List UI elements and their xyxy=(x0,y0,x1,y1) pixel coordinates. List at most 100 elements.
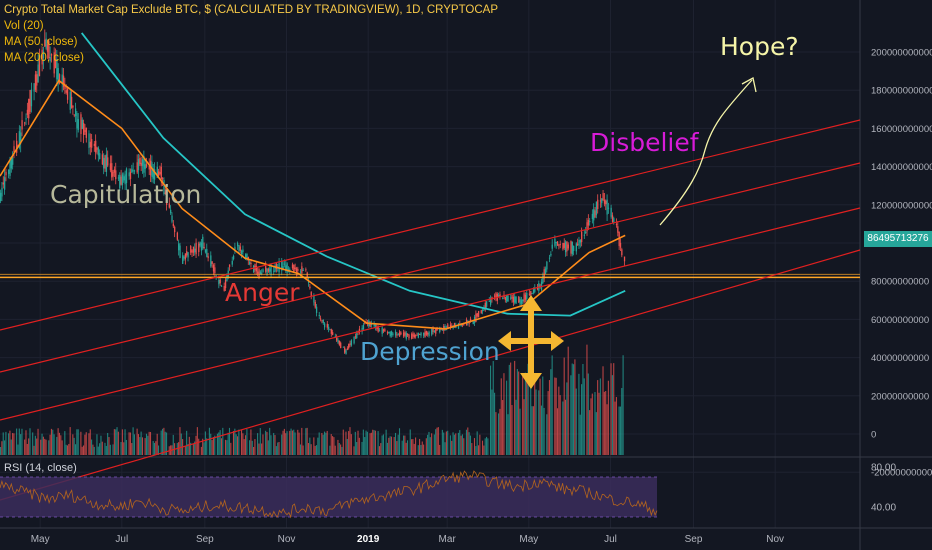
candle-body xyxy=(112,171,114,177)
volume-bar xyxy=(123,442,125,455)
candle-body xyxy=(518,296,520,303)
volume-bar xyxy=(484,438,486,455)
volume-bar xyxy=(164,431,166,455)
volume-bar xyxy=(468,432,470,455)
volume-bar xyxy=(546,414,548,455)
volume-bar xyxy=(522,373,524,455)
volume-bar xyxy=(518,371,520,455)
candle-body xyxy=(476,313,478,317)
ma200-line xyxy=(80,32,626,317)
candle-body xyxy=(198,243,200,253)
volume-bar xyxy=(538,390,540,455)
volume-bar xyxy=(436,427,438,455)
volume-bar xyxy=(619,406,621,455)
candle-body xyxy=(80,114,82,135)
candle-body xyxy=(56,59,58,80)
volume-bar xyxy=(527,363,529,455)
volume-bar xyxy=(396,441,398,455)
candle-body xyxy=(502,298,504,300)
volume-bar xyxy=(220,438,223,455)
candle-body xyxy=(611,215,614,223)
candle-body xyxy=(398,331,401,337)
four-way-arrow-icon xyxy=(498,295,564,389)
candle-body xyxy=(287,268,290,270)
volume-bar xyxy=(190,442,192,455)
volume-bar xyxy=(341,446,343,455)
candle-body xyxy=(606,199,608,215)
volume-bar xyxy=(606,404,608,455)
candle-body xyxy=(168,203,170,208)
candle-body xyxy=(2,182,4,185)
volume-bar xyxy=(286,431,288,455)
arrow-head-up xyxy=(520,295,542,311)
volume-bar xyxy=(257,433,259,455)
volume-bar xyxy=(1,441,3,455)
volume-bar xyxy=(53,434,55,455)
volume-bar xyxy=(334,445,336,455)
volume-bar xyxy=(463,438,465,455)
volume-bar xyxy=(453,434,455,455)
candle-body xyxy=(369,322,371,327)
volume-bar xyxy=(471,443,473,455)
volume-bar xyxy=(155,441,157,455)
candle-body xyxy=(163,180,165,195)
candle-body xyxy=(449,324,452,328)
candle-body xyxy=(77,119,79,130)
candle-body xyxy=(567,244,569,249)
candle-body xyxy=(183,256,185,259)
volume-bar xyxy=(85,432,87,455)
volume-bar xyxy=(195,435,197,455)
volume-bar xyxy=(249,440,251,455)
candle-body xyxy=(542,275,544,284)
candle-body xyxy=(111,163,113,178)
volume-bar xyxy=(224,439,227,455)
volume-bar xyxy=(299,444,301,455)
candle-body xyxy=(249,261,251,265)
volume-bar xyxy=(457,432,459,455)
x-tick-label: Sep xyxy=(196,534,214,545)
candle-body xyxy=(148,165,150,170)
volume-bar xyxy=(166,432,168,455)
candle-body xyxy=(267,268,270,272)
volume-bar xyxy=(503,373,505,455)
volume-bar xyxy=(89,429,91,455)
candle-body xyxy=(605,200,607,205)
candle-body xyxy=(129,171,132,179)
candle-body xyxy=(199,242,201,246)
candle-body xyxy=(238,245,240,251)
candle-body xyxy=(70,96,73,108)
candle-body xyxy=(390,331,393,336)
candle-body xyxy=(342,346,345,348)
candle-body xyxy=(13,146,15,152)
volume-bar xyxy=(13,433,15,455)
volume-bar xyxy=(377,431,379,455)
candle-body xyxy=(73,114,75,116)
volume-bar xyxy=(139,437,141,455)
volume-bar xyxy=(562,401,564,455)
volume-bar xyxy=(232,431,235,455)
candle-body xyxy=(211,261,213,265)
volume-bar xyxy=(571,363,573,455)
candle-body xyxy=(356,333,358,339)
candle-body xyxy=(124,174,126,185)
candle-body xyxy=(353,336,355,344)
candle-body xyxy=(364,322,366,324)
volume-bar xyxy=(534,376,536,455)
volume-bar xyxy=(365,430,367,455)
volume-bar xyxy=(0,446,2,455)
candle-body xyxy=(89,141,92,148)
candle-body xyxy=(266,268,268,275)
candle-body xyxy=(302,269,304,271)
volume-bar xyxy=(459,430,461,455)
candle-body xyxy=(232,255,235,260)
volume-bar xyxy=(144,438,146,455)
candle-body xyxy=(469,318,472,323)
candle-body xyxy=(589,220,591,222)
volume-bar xyxy=(214,435,216,455)
volume-bar xyxy=(511,405,513,455)
candle-body xyxy=(544,268,547,274)
volume-bar xyxy=(76,429,78,455)
volume-bar xyxy=(404,435,406,455)
candle-body xyxy=(254,264,256,270)
volume-bar xyxy=(611,375,613,455)
